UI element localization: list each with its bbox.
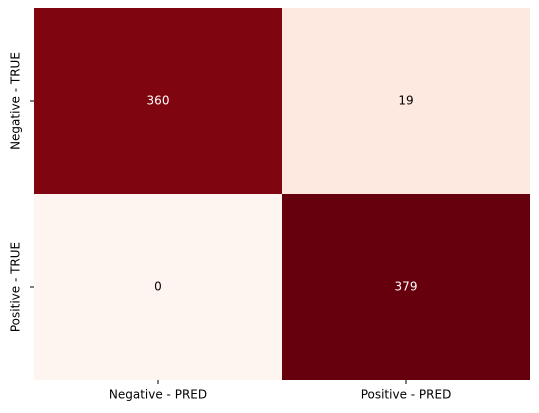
y-tick-label: Negative - TRUE	[9, 52, 23, 150]
heatmap-cell	[282, 194, 530, 380]
x-tick-label: Negative - PRED	[109, 388, 207, 402]
heatmap-cell	[34, 194, 282, 380]
cell-label: 379	[395, 280, 418, 294]
heatmap-cell	[282, 8, 530, 194]
y-tick-label: Positive - TRUE	[9, 242, 23, 332]
cell-label: 360	[147, 94, 170, 108]
heatmap-cell	[34, 8, 282, 194]
x-tick-label: Positive - PRED	[361, 388, 452, 402]
cell-label: 19	[398, 94, 413, 108]
cell-label: 0	[154, 280, 162, 294]
